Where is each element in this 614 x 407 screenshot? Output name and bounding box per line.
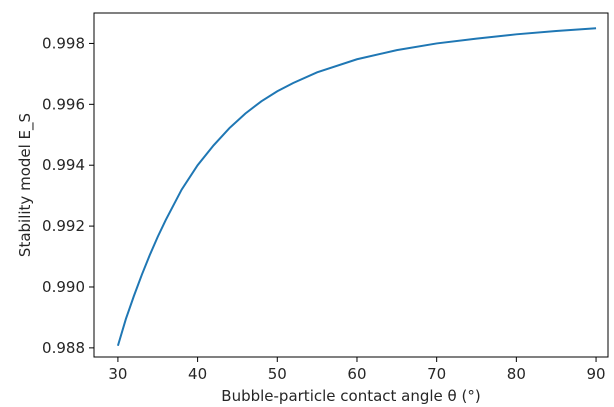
y-tick-label: 0.998	[42, 34, 85, 52]
x-axis-ticks: 30 40 50 60 70 80 90	[108, 357, 606, 383]
y-tick-label: 0.994	[42, 156, 85, 174]
x-tick-label: 60	[347, 365, 366, 383]
y-tick-label: 0.996	[42, 95, 85, 113]
series-line	[116, 27, 597, 347]
x-tick-label: 40	[188, 365, 207, 383]
y-tick-label: 0.988	[42, 339, 85, 357]
x-tick-label: 90	[586, 365, 605, 383]
y-tick-label: 0.990	[42, 278, 85, 296]
y-tick-label: 0.992	[42, 217, 85, 235]
x-tick-label: 50	[268, 365, 287, 383]
x-tick-label: 80	[507, 365, 526, 383]
y-axis-label: Stability model E_S	[16, 113, 35, 257]
x-axis-label: Bubble-particle contact angle θ (°)	[221, 387, 480, 405]
y-axis-ticks: 0.988 0.990 0.992 0.994 0.996 0.998	[42, 34, 94, 357]
plot-area	[93, 12, 609, 358]
x-tick-label: 70	[427, 365, 446, 383]
x-tick-label: 30	[108, 365, 127, 383]
